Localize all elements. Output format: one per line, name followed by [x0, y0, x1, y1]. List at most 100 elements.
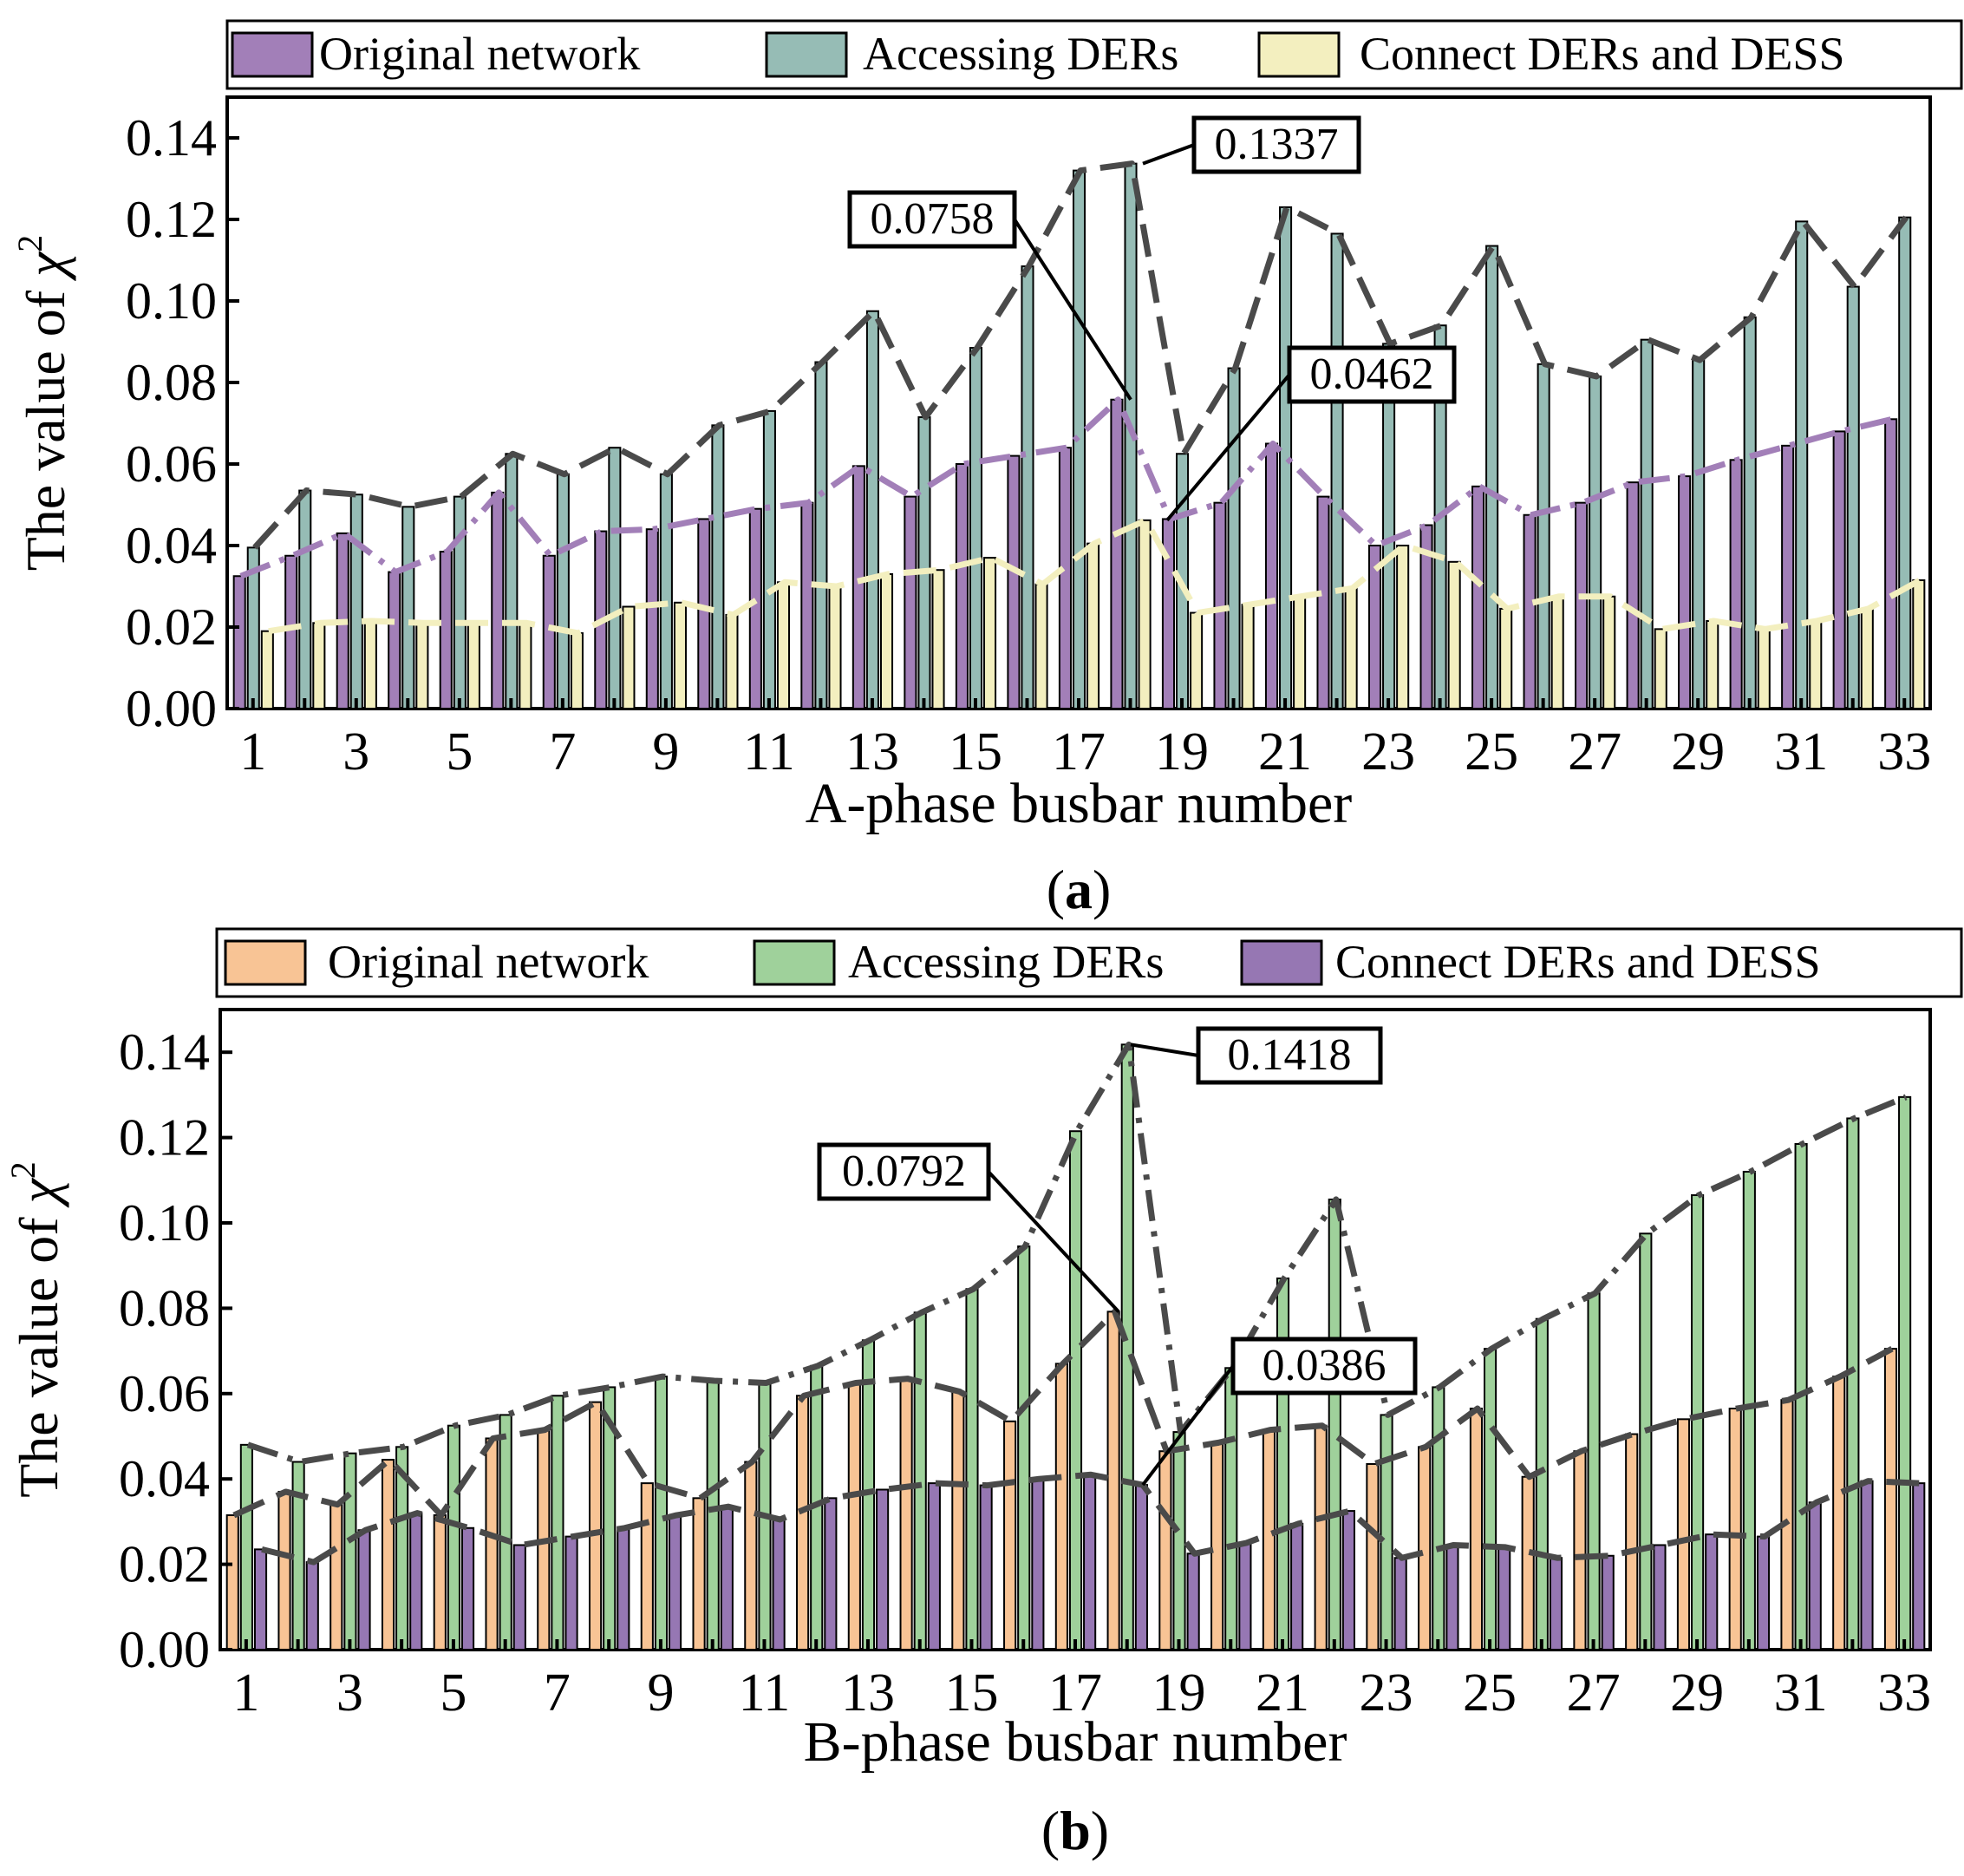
bar	[965, 1288, 979, 1650]
annotation-label: 0.0758	[871, 194, 995, 244]
bar	[669, 1514, 682, 1651]
x-tick-label: 23	[1360, 1664, 1413, 1722]
bar	[904, 495, 917, 709]
panel-label-letter: a	[1065, 859, 1093, 920]
bar	[622, 605, 636, 709]
annotation-box	[1230, 1337, 1418, 1396]
bar	[1499, 607, 1513, 709]
bar	[330, 1503, 343, 1650]
bar	[931, 569, 945, 710]
bar	[1314, 1424, 1328, 1650]
bar	[1366, 1462, 1380, 1650]
bar	[1654, 628, 1667, 709]
bar	[253, 1548, 268, 1651]
x-tick-label: 15	[944, 1664, 998, 1722]
bar	[291, 1461, 305, 1651]
bar	[1808, 1501, 1822, 1651]
bar	[1138, 519, 1152, 709]
bar	[1276, 1277, 1290, 1650]
x-tick-label: 11	[739, 1664, 791, 1722]
x-tick-label: 1	[232, 1664, 259, 1722]
y-axis-label: The value of χ2	[3, 1161, 69, 1498]
trend-line	[268, 517, 1922, 637]
legend-swatch	[1240, 939, 1323, 986]
bar	[1912, 578, 1926, 710]
legend-box	[215, 927, 1963, 998]
x-tick-label: 17	[1048, 1664, 1102, 1722]
y-tick-label: 0.00	[126, 680, 217, 737]
bar	[1729, 459, 1743, 709]
chart-panel-a: Original network Accessing DERs Connect DE…	[10, 19, 1963, 920]
bar	[1728, 1408, 1742, 1651]
y-tick-label: 0.08	[126, 354, 217, 411]
bar	[1706, 619, 1719, 710]
x-tick-label: 21	[1256, 1664, 1309, 1722]
bar	[1017, 1245, 1031, 1651]
bar	[284, 554, 298, 709]
bar	[1756, 1535, 1771, 1650]
bar	[239, 1443, 253, 1650]
legend-box	[225, 19, 1963, 90]
bar	[447, 1424, 460, 1650]
bar	[1678, 475, 1692, 709]
x-tick-label: 1	[239, 722, 266, 781]
bar	[1676, 1418, 1691, 1650]
annotation-leader	[1142, 143, 1195, 166]
bar	[1054, 1363, 1068, 1650]
x-tick-label: 27	[1567, 1664, 1621, 1722]
bar	[1549, 1557, 1563, 1650]
y-axis-label-text: The value of	[8, 1203, 69, 1497]
x-tick-label: 33	[1877, 1664, 1931, 1722]
panel-label-open: (	[1047, 859, 1065, 920]
bar	[1396, 545, 1410, 709]
y-axis-label-superscript: 2	[10, 235, 49, 252]
bar	[1523, 513, 1537, 709]
bar	[277, 1490, 291, 1650]
panel-label-close: )	[1093, 859, 1111, 920]
bar	[439, 551, 453, 709]
bar	[1860, 1480, 1874, 1651]
x-tick-label: 17	[1052, 722, 1106, 781]
bar	[979, 1484, 993, 1650]
y-tick-label: 0.14	[126, 109, 217, 167]
y-axis-label-symbol: χ	[15, 251, 76, 282]
bar	[1134, 1484, 1148, 1651]
x-tick-label: 29	[1671, 722, 1725, 781]
bar	[1241, 604, 1255, 710]
bar	[1419, 524, 1433, 709]
bar	[570, 632, 584, 709]
x-tick-label: 31	[1774, 1664, 1828, 1722]
bar	[1210, 1441, 1224, 1650]
legend: Original network Accessing DERs Connect DE…	[225, 19, 1963, 90]
annotation-label: 0.0792	[842, 1147, 966, 1196]
bar	[1021, 265, 1034, 709]
bar	[1106, 1311, 1120, 1651]
bar	[556, 473, 570, 709]
bar	[1626, 481, 1640, 710]
bar	[357, 1529, 371, 1650]
bar	[927, 1482, 941, 1650]
bar	[1587, 1292, 1601, 1651]
bar	[1832, 430, 1846, 709]
bar	[564, 1535, 578, 1650]
bar	[225, 1514, 239, 1651]
x-tick-label: 21	[1258, 722, 1312, 781]
bar	[1795, 220, 1809, 710]
x-tick-label: 15	[949, 722, 1002, 781]
bar	[1846, 285, 1860, 709]
bar	[381, 1459, 395, 1651]
x-axis-label: A-phase busbar number	[806, 772, 1353, 835]
bar	[706, 1380, 720, 1651]
bar	[1640, 338, 1654, 709]
panel-label-open: (	[1041, 1800, 1060, 1861]
bar	[1471, 485, 1485, 709]
legend-label: Original network	[319, 28, 640, 80]
bar	[1550, 595, 1564, 709]
bar	[1316, 495, 1330, 709]
panel-label: (a)	[1047, 859, 1112, 920]
y-axis-label-text: The value of	[15, 277, 76, 571]
x-tick-label: 13	[841, 1664, 895, 1722]
bar	[983, 557, 997, 709]
bar	[1625, 1433, 1639, 1651]
panel-label-letter: b	[1060, 1800, 1091, 1861]
